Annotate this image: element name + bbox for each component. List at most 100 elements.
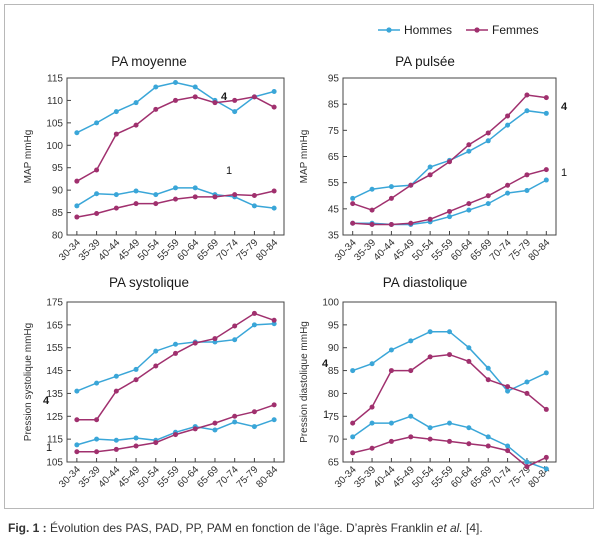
chart-title: PA systolique — [109, 275, 189, 290]
data-point — [350, 368, 356, 374]
data-point — [408, 220, 414, 226]
legend-hommes-marker — [386, 27, 392, 33]
data-point — [466, 425, 472, 431]
y-tick-label: 145 — [46, 366, 63, 377]
y-tick-label: 80 — [328, 389, 340, 400]
y-tick-label: 85 — [52, 208, 64, 219]
data-point — [427, 436, 433, 442]
data-point — [543, 95, 549, 101]
data-point — [485, 377, 491, 383]
data-point — [153, 192, 159, 198]
data-point — [505, 122, 511, 128]
data-point — [94, 449, 100, 455]
data-point — [388, 347, 394, 353]
data-point — [485, 443, 491, 449]
data-point — [466, 148, 472, 154]
data-point — [369, 420, 375, 426]
data-point — [466, 345, 472, 351]
data-point — [524, 92, 530, 98]
data-point — [173, 185, 178, 191]
y-tick-label: 70 — [328, 435, 340, 446]
data-point — [113, 131, 119, 137]
data-point — [505, 113, 511, 119]
data-point — [232, 109, 238, 115]
data-point — [232, 419, 238, 425]
data-point — [543, 466, 549, 472]
data-point — [388, 184, 394, 190]
data-point — [113, 192, 119, 198]
data-point — [192, 84, 198, 90]
series-line-femmes-4 — [76, 312, 275, 421]
y-axis-label: Pression diastolique mmHg — [299, 321, 310, 443]
data-point — [271, 205, 277, 211]
y-tick-label: 155 — [46, 343, 63, 354]
data-point — [388, 222, 394, 228]
chart-title: PA diastolique — [383, 275, 468, 290]
data-point — [74, 214, 80, 220]
data-point — [408, 368, 414, 374]
data-point — [466, 142, 472, 148]
data-point — [173, 196, 178, 202]
legend: Hommes Femmes — [378, 23, 539, 37]
data-point — [74, 203, 80, 209]
data-point — [447, 208, 452, 214]
y-tick-label: 115 — [47, 435, 63, 446]
chart-panel-1: PA moyenne8085909510010511011530-3435-39… — [23, 54, 285, 263]
data-point — [232, 413, 238, 419]
data-point — [369, 186, 375, 192]
data-point — [113, 205, 119, 211]
data-point — [113, 373, 119, 379]
series-line-femmes-4 — [352, 353, 547, 424]
data-point — [369, 404, 375, 410]
series-line-hommes-4 — [352, 109, 547, 200]
data-point — [485, 138, 491, 144]
data-point — [173, 341, 178, 347]
data-point — [447, 159, 452, 165]
data-point — [447, 329, 452, 335]
y-tick-label: 45 — [328, 204, 340, 215]
data-point — [271, 317, 277, 323]
data-point — [192, 185, 198, 191]
y-tick-label: 65 — [328, 152, 340, 163]
chart-panels: PA moyenne8085909510010511011530-3435-39… — [23, 54, 568, 490]
y-tick-label: 90 — [328, 343, 340, 354]
figure-caption: Fig. 1 : Évolution des PAS, PAD, PP, PAM… — [8, 521, 593, 535]
data-point — [74, 442, 80, 448]
data-point — [173, 97, 178, 103]
data-point — [369, 222, 375, 228]
data-point — [251, 409, 257, 415]
data-point — [447, 438, 452, 444]
series-annotation: 1 — [323, 409, 329, 421]
plot-area — [342, 301, 557, 463]
data-point — [466, 207, 472, 213]
data-point — [369, 207, 375, 213]
legend-hommes-label: Hommes — [404, 23, 452, 37]
data-point — [133, 122, 139, 128]
y-tick-label: 100 — [322, 298, 339, 309]
series-annotation: 1 — [561, 167, 567, 179]
y-tick-label: 95 — [328, 74, 340, 85]
figure-svg: Hommes Femmes PA moyenne8085909510010511… — [23, 23, 568, 490]
legend-femmes-marker — [474, 27, 480, 33]
series-annotation: 4 — [221, 91, 228, 103]
data-point — [466, 201, 472, 207]
data-point — [350, 201, 356, 207]
data-point — [427, 164, 433, 170]
data-point — [388, 420, 394, 426]
data-point — [113, 109, 119, 115]
data-point — [427, 425, 433, 431]
series-annotation: 4 — [43, 395, 50, 407]
data-point — [408, 413, 414, 419]
data-point — [408, 182, 414, 188]
y-tick-label: 175 — [46, 298, 63, 309]
y-tick-label: 165 — [46, 320, 63, 331]
data-point — [94, 436, 100, 442]
data-point — [173, 79, 178, 85]
x-tick-label: 80-84 — [527, 464, 553, 490]
y-axis-label: Pression systolique mmHg — [23, 323, 34, 441]
data-point — [408, 434, 414, 440]
data-point — [505, 190, 511, 196]
series-annotation: 4 — [561, 101, 568, 113]
data-point — [212, 336, 218, 342]
data-point — [94, 417, 100, 423]
